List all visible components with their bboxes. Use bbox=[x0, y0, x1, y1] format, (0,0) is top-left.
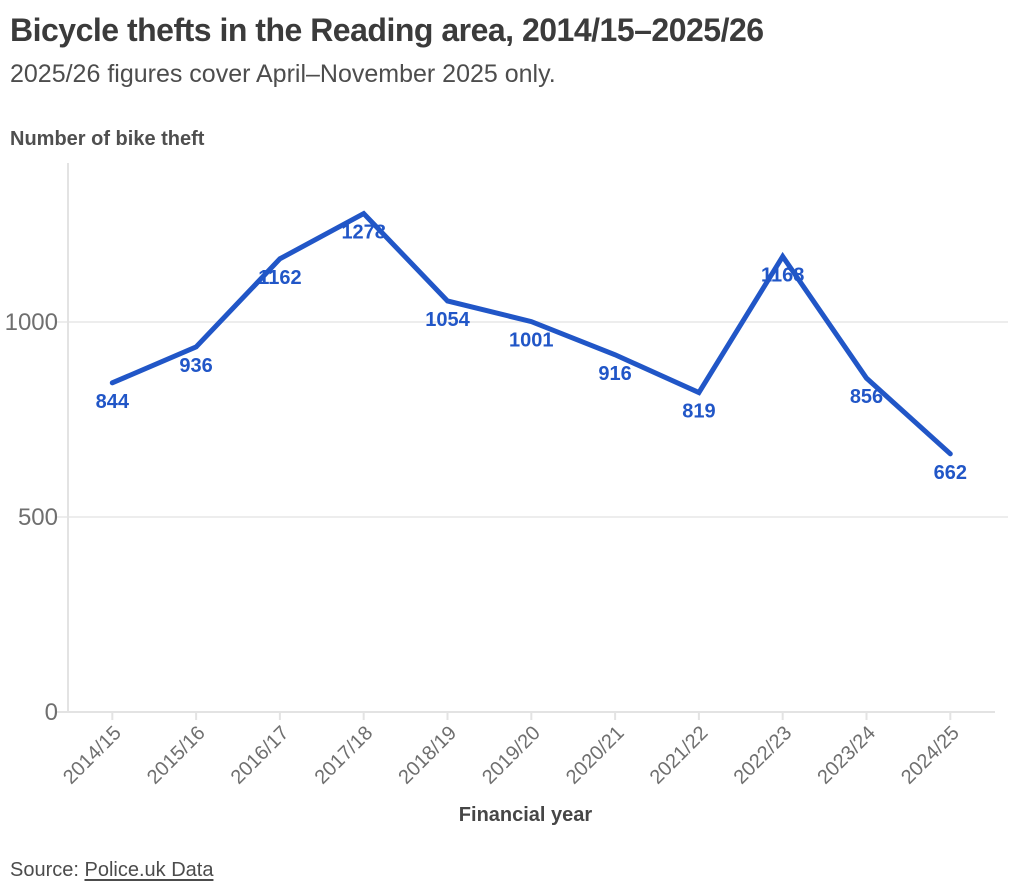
y-tick-label: 0 bbox=[45, 699, 58, 726]
data-label: 1001 bbox=[509, 330, 554, 352]
data-label: 1162 bbox=[258, 267, 301, 289]
x-tick-label: 2024/25 bbox=[897, 722, 964, 789]
source-line: Source: Police.uk Data bbox=[10, 859, 213, 882]
x-tick-label: 2020/21 bbox=[562, 722, 629, 789]
data-label: 1278 bbox=[341, 222, 386, 244]
source-link[interactable]: Police.uk Data bbox=[84, 859, 214, 881]
x-tick-label: 2017/18 bbox=[311, 722, 378, 789]
x-tick-label: 2016/17 bbox=[227, 722, 294, 789]
x-tick-label: 2021/22 bbox=[646, 722, 713, 789]
x-tick-label: 2018/19 bbox=[394, 722, 461, 789]
data-label: 916 bbox=[598, 363, 631, 385]
x-tick-label: 2015/16 bbox=[143, 722, 210, 789]
x-tick-label: 2019/20 bbox=[478, 722, 545, 789]
data-label: 844 bbox=[96, 391, 130, 413]
y-tick-label: 500 bbox=[18, 504, 58, 531]
y-axis-heading: Number of bike theft bbox=[10, 128, 205, 150]
chart-title: Bicycle thefts in the Reading area, 2014… bbox=[10, 12, 764, 48]
data-line bbox=[109, 210, 953, 457]
chart-subtitle: 2025/26 figures cover April–November 202… bbox=[10, 60, 556, 88]
data-label: 1168 bbox=[761, 264, 804, 286]
data-label: 1054 bbox=[425, 309, 470, 331]
data-label: 936 bbox=[179, 355, 212, 377]
source-prefix: Source: bbox=[10, 859, 85, 881]
data-label: 662 bbox=[934, 462, 967, 484]
x-tick-label: 2023/24 bbox=[813, 722, 880, 789]
data-label: 856 bbox=[850, 386, 883, 408]
x-tick-label: 2014/15 bbox=[59, 722, 126, 789]
x-axis-title: Financial year bbox=[459, 804, 593, 826]
y-tick-label: 1000 bbox=[5, 309, 58, 336]
data-label: 819 bbox=[682, 401, 715, 423]
x-tick-label: 2022/23 bbox=[730, 722, 797, 789]
